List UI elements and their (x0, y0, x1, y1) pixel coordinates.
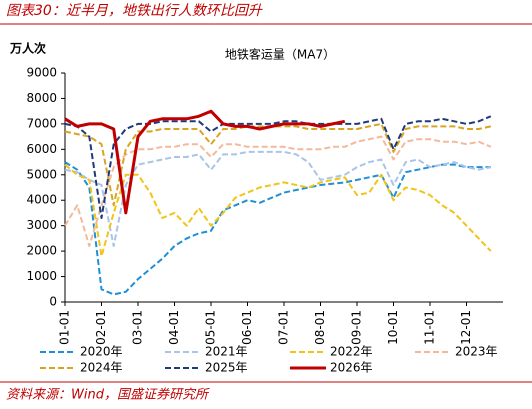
y-tick-label: 6000 (26, 142, 57, 156)
header: 图表30：近半月，地铁出行人数环比回升 (6, 3, 263, 19)
legend-label: 2024年 (80, 361, 123, 375)
y-tick-label: 8000 (26, 91, 57, 105)
y-tick-label: 3000 (26, 218, 57, 232)
series-line (64, 109, 346, 215)
x-tick-label: 04-01 (167, 310, 181, 345)
x-tick-label: 07-01 (277, 310, 291, 345)
y-tick-label: 9000 (26, 66, 57, 80)
x-tick-label: 12-01 (459, 310, 473, 345)
x-tick-label: 03-01 (131, 310, 145, 345)
x-tick-label: 02-01 (94, 310, 108, 345)
series-line (64, 163, 492, 258)
x-tick-label: 01-01 (58, 310, 72, 345)
y-tick-label: 2000 (26, 244, 57, 258)
legend-label: 2025年 (205, 361, 248, 375)
source: 资料来源：Wind，国盛证券研究所 (6, 387, 210, 403)
y-axis-label: 万人次 (9, 41, 46, 56)
legend-label: 2023年 (455, 345, 498, 359)
y-tick-label: 4000 (26, 193, 57, 207)
y-tick-label: 7000 (26, 116, 57, 130)
legend-label: 2021年 (205, 345, 248, 359)
x-tick-label: 06-01 (240, 310, 254, 345)
x-tick-label: 05-01 (204, 310, 218, 345)
legend-label: 2022年 (330, 345, 373, 359)
x-tick-label: 09-01 (350, 310, 364, 345)
y-tick-label: 5000 (26, 167, 57, 181)
y-tick-label: 1000 (26, 269, 57, 283)
y-tick-label: 0 (49, 295, 57, 309)
legend-label: 2020年 (80, 345, 123, 359)
series-line (64, 115, 492, 219)
chart-title: 地铁客运量（MA7） (225, 47, 335, 62)
x-tick-label: 08-01 (313, 310, 327, 345)
x-tick-label: 11-01 (423, 310, 437, 345)
series-line (64, 150, 492, 247)
series-line (64, 135, 492, 247)
series-line (64, 161, 491, 296)
x-tick-label: 10-01 (386, 310, 400, 345)
legend-label: 2026年 (330, 361, 373, 375)
